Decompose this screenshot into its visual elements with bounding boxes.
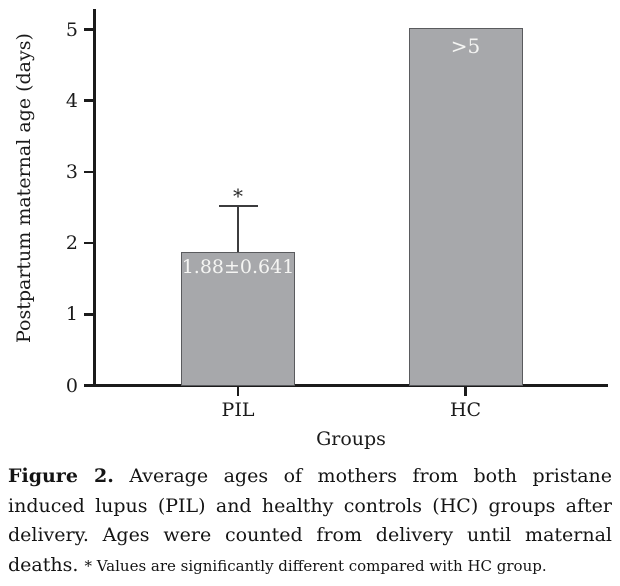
bar-hc [408, 28, 523, 387]
y-axis-line [92, 9, 96, 387]
x-axis-line [84, 384, 608, 387]
x-tick-mark [236, 387, 240, 396]
bar-value-label: 1.88±0.641 [181, 255, 295, 278]
y-tick-mark [84, 241, 94, 245]
caption-note: * Values are significantly different com… [84, 556, 547, 575]
error-bar-cap [218, 205, 258, 207]
caption-line-2: induced lupus (PIL) and healthy controls… [8, 494, 612, 517]
significance-asterisk: * [233, 184, 243, 208]
caption-line-4: deaths. * Values are significantly diffe… [8, 551, 612, 582]
bar-pil [181, 251, 295, 387]
y-tick-label: 1 [65, 303, 78, 326]
y-tick-mark [84, 170, 94, 174]
x-axis-label: Groups [316, 428, 386, 450]
caption-text-4: deaths. [8, 553, 79, 576]
x-tick-mark [464, 387, 467, 396]
y-tick-mark [84, 28, 94, 31]
y-tick-label: 0 [65, 374, 78, 397]
x-category-label: HC [449, 399, 482, 421]
bar-chart: Postpartum maternal age (days) Groups 0 1… [13, 9, 608, 450]
x-category-label: PIL [221, 399, 255, 421]
y-axis-label: Postpartum maternal age (days) [13, 33, 35, 343]
figure-label: Figure 2. [8, 465, 114, 487]
error-bar-stem [237, 206, 239, 252]
y-tick-label: 4 [65, 89, 78, 112]
y-tick-label: 2 [65, 232, 78, 255]
y-tick-mark [84, 313, 94, 316]
caption-line-1: Figure 2. Average ages of mothers from b… [8, 462, 612, 492]
bar-value-label: >5 [450, 34, 481, 59]
y-tick-mark [84, 99, 94, 102]
caption-text-1: Average ages of mothers from both prista… [129, 465, 613, 487]
y-tick-label: 5 [65, 18, 78, 41]
y-tick-label: 3 [65, 160, 78, 183]
figure-caption: Figure 2. Average ages of mothers from b… [8, 462, 612, 581]
caption-line-3: delivery. Ages were counted from deliver… [8, 524, 612, 546]
